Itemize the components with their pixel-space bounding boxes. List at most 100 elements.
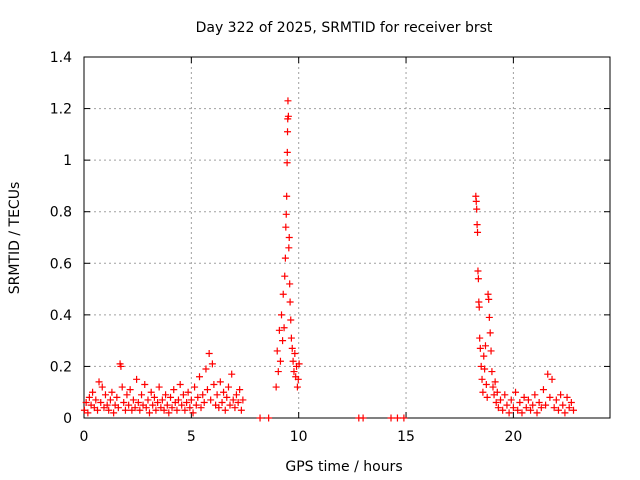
data-point (121, 406, 129, 414)
data-point (114, 404, 122, 412)
data-point (138, 391, 146, 399)
data-point (105, 406, 113, 414)
data-point (278, 311, 286, 319)
data-point (194, 393, 202, 401)
data-point (552, 396, 560, 404)
data-point (142, 404, 150, 412)
data-point (485, 295, 493, 303)
data-point (174, 396, 182, 404)
y-tick-label: 1 (63, 153, 72, 169)
data-point (291, 350, 299, 358)
data-point (478, 375, 486, 383)
data-point (483, 393, 491, 401)
data-point (482, 380, 490, 388)
y-axis-ticks: 0 0.2 0.4 0.6 0.8 1 1.2 1.4 (50, 50, 610, 427)
data-point (224, 383, 232, 391)
data-point (218, 399, 226, 407)
data-point (129, 396, 137, 404)
data-point (123, 391, 131, 399)
data-point (557, 391, 565, 399)
data-point (533, 409, 541, 417)
data-point (288, 344, 296, 352)
data-point (499, 406, 507, 414)
x-tick-label: 0 (80, 429, 89, 445)
data-point (393, 414, 401, 422)
data-point (196, 373, 204, 381)
data-point (232, 391, 240, 399)
data-point (286, 298, 294, 306)
data-point (187, 396, 195, 404)
data-point (285, 244, 293, 252)
data-point (237, 406, 245, 414)
data-point (113, 393, 121, 401)
data-point (503, 401, 511, 409)
data-point (162, 391, 170, 399)
data-point (98, 383, 106, 391)
data-point (286, 280, 294, 288)
data-point (507, 396, 515, 404)
data-point (475, 303, 483, 311)
data-point (359, 414, 367, 422)
data-point (207, 396, 215, 404)
data-point (126, 386, 134, 394)
x-axis-label: GPS time / hours (285, 459, 402, 475)
data-point (173, 406, 181, 414)
data-point (179, 391, 187, 399)
data-point (474, 275, 482, 283)
data-point (546, 393, 554, 401)
data-point (520, 393, 528, 401)
data-point (295, 360, 303, 368)
data-point (516, 399, 524, 407)
data-point (537, 404, 545, 412)
data-point (544, 370, 552, 378)
data-point (192, 401, 200, 409)
data-point (280, 324, 288, 332)
data-point (120, 399, 128, 407)
data-point (108, 388, 116, 396)
data-point (554, 406, 562, 414)
y-tick-label: 0.4 (50, 308, 72, 324)
data-point (84, 409, 92, 417)
data-point (491, 378, 499, 386)
data-point (489, 383, 497, 391)
data-point (487, 347, 495, 355)
data-point (281, 272, 289, 280)
x-tick-label: 10 (290, 429, 308, 445)
data-point (274, 368, 282, 376)
data-point (82, 399, 90, 407)
data-point (559, 401, 567, 409)
data-point (89, 388, 97, 396)
data-point (485, 313, 493, 321)
data-point (160, 406, 168, 414)
data-point (484, 290, 492, 298)
data-point (220, 388, 228, 396)
data-point (110, 409, 118, 417)
data-point (474, 228, 482, 236)
data-point (236, 386, 244, 394)
data-point (570, 406, 578, 414)
data-point (215, 404, 223, 412)
data-point (527, 406, 535, 414)
data-point (144, 396, 152, 404)
data-point (285, 234, 293, 241)
data-point (134, 399, 142, 407)
data-point (92, 396, 100, 404)
data-point (514, 406, 522, 414)
y-tick-label: 0.8 (50, 205, 72, 221)
data-point (203, 386, 211, 394)
data-point (197, 404, 205, 412)
y-tick-label: 1.4 (50, 50, 72, 66)
grid-lines (84, 57, 610, 418)
y-tick-label: 1.2 (50, 102, 72, 118)
data-point (265, 414, 273, 422)
x-axis-ticks: 0 5 10 15 20 (80, 57, 522, 445)
data-point (275, 326, 283, 334)
data-point (497, 396, 505, 404)
data-point (535, 399, 543, 407)
data-point (387, 414, 395, 422)
data-point (287, 316, 295, 324)
data-point (205, 350, 213, 358)
y-axis-label: SRMTID / TECUs (7, 182, 23, 295)
data-point (282, 210, 290, 218)
